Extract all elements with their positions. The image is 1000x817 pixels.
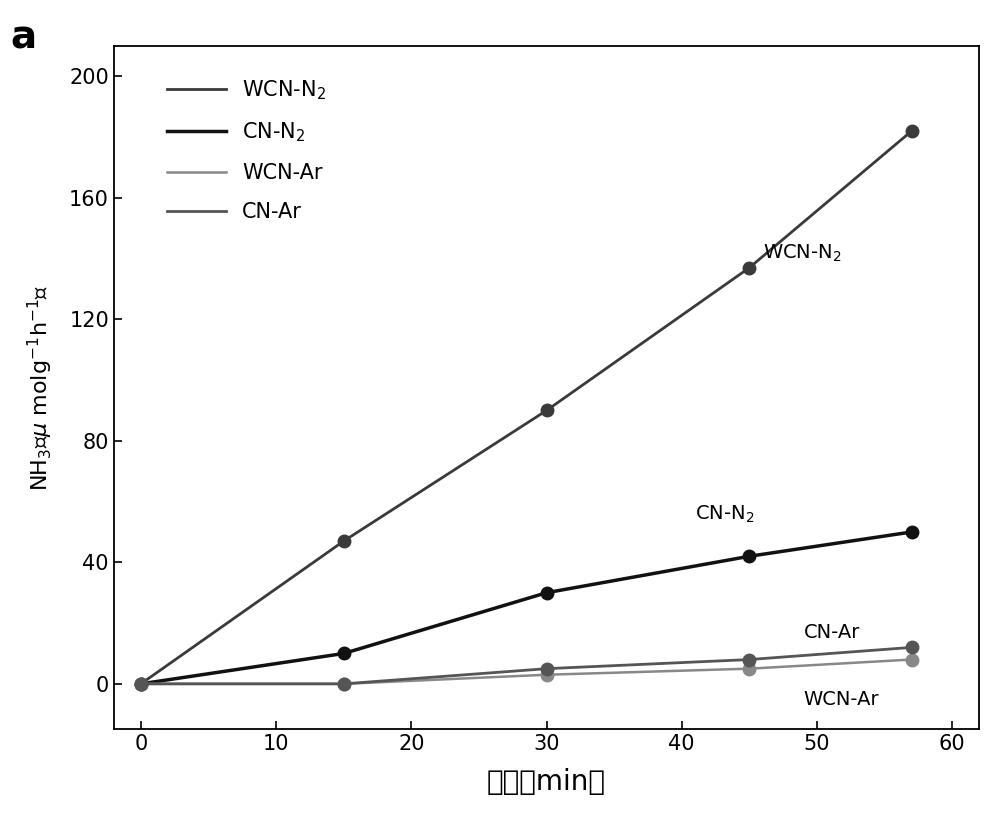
Y-axis label: NH$_3$（$\mu$ molg$^{-1}$h$^{-1}$）: NH$_3$（$\mu$ molg$^{-1}$h$^{-1}$）: [26, 284, 55, 491]
Text: CN-Ar: CN-Ar: [803, 623, 860, 642]
Text: WCN-Ar: WCN-Ar: [803, 690, 879, 709]
Text: a: a: [10, 19, 36, 56]
Legend: WCN-N$_2$, CN-N$_2$, WCN-Ar, CN-Ar: WCN-N$_2$, CN-N$_2$, WCN-Ar, CN-Ar: [159, 70, 335, 230]
Text: CN-N$_2$: CN-N$_2$: [695, 504, 754, 525]
X-axis label: 时间（min）: 时间（min）: [487, 768, 606, 797]
Text: WCN-N$_2$: WCN-N$_2$: [763, 243, 841, 264]
